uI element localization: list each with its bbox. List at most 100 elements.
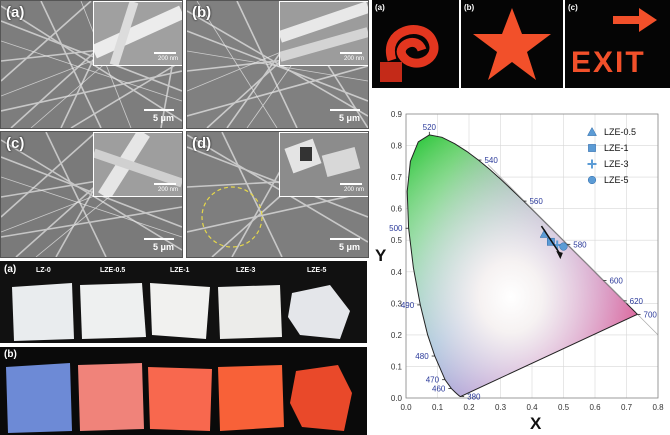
legend-label: LZE-3	[604, 159, 629, 169]
inset-image: 200 nm	[93, 132, 182, 197]
panel-label: (a)	[6, 4, 25, 21]
sample-label: LZ-0	[36, 267, 51, 274]
sample-label: LZE-1	[170, 267, 190, 274]
luminescent-membranes	[6, 363, 352, 433]
scale-bar	[330, 109, 360, 111]
inset-scale-bar	[154, 52, 176, 54]
chart-legend: LZE-0.5 LZE-1 LZE-3 LZE-5	[587, 126, 636, 185]
inset-scale-bar	[154, 183, 176, 185]
x-tick-label: 0.7	[621, 403, 633, 412]
marker-square	[588, 144, 596, 152]
x-tick-label: 0.0	[400, 403, 412, 412]
legend-label: LZE-0.5	[604, 127, 636, 137]
wavelength-label: 500	[389, 224, 403, 233]
cie-chromaticity-chart: 0.0 0.1 0.2 0.3 0.4 0.5 0.6 0.7 0.8 0.0 0.1 0.2 0.3 0…	[375, 110, 664, 433]
scale-bar	[144, 238, 174, 240]
row-label: (b)	[4, 349, 17, 360]
inset-scale-label: 200 nm	[157, 187, 178, 193]
legend-label: LZE-5	[604, 175, 629, 185]
x-tick-label: 0.3	[495, 403, 507, 412]
y-tick-label: 0.3	[391, 299, 403, 308]
legend-label: LZE-1	[604, 143, 629, 153]
row-label: (a)	[4, 264, 17, 275]
locus-outline	[406, 134, 639, 397]
sem-panel-a: 200 nm (a) 5 μm	[0, 0, 183, 129]
reference-line	[637, 314, 659, 336]
data-points	[539, 225, 568, 260]
panel-label: (b)	[192, 4, 212, 21]
y-tick-label: 0.1	[391, 362, 403, 371]
y-tick-label: 0.6	[391, 205, 403, 214]
reference-line	[487, 164, 627, 304]
x-tick-label: 0.1	[432, 403, 444, 412]
y-tick-label: 0.2	[391, 331, 403, 340]
x-tick-label: 0.5	[558, 403, 570, 412]
wavelength-label: 470	[426, 376, 440, 385]
scale-bar	[330, 238, 360, 240]
inset-scale-label: 200 nm	[343, 187, 364, 193]
wavelength-label: 480	[415, 352, 429, 361]
x-tick-label: 0.8	[652, 403, 664, 412]
inset-scale-label: 200 nm	[343, 56, 364, 62]
wavelength-label: 620	[630, 297, 644, 306]
inset-scale-label: 200 nm	[157, 56, 178, 62]
white-membranes	[12, 283, 350, 341]
sem-panel-d: 200 nm (d) 5 μm	[186, 131, 369, 258]
exit-sign-text: EXIT	[571, 46, 646, 79]
inset-scale-bar	[340, 52, 362, 54]
marker-circle	[587, 175, 597, 185]
sample-label: LZE-5	[307, 267, 327, 274]
sem-panel-c: 200 nm (c) 5 μm	[0, 131, 183, 258]
x-tick-label: 0.4	[526, 403, 538, 412]
x-tick-label: 0.6	[589, 403, 601, 412]
scale-label: 5 μm	[338, 113, 360, 123]
inset-image: 200 nm	[93, 1, 182, 66]
trend-arrowhead	[556, 250, 563, 260]
panel-label: (d)	[192, 135, 212, 152]
scale-label: 5 μm	[152, 242, 174, 252]
scale-label: 5 μm	[338, 242, 360, 252]
panel-label: (c)	[6, 135, 25, 152]
x-axis-label: X	[530, 414, 542, 433]
y-tick-label: 0.8	[391, 142, 403, 151]
x-tick-label: 0.2	[463, 403, 475, 412]
wavelength-label: 540	[484, 156, 498, 165]
photo-red-roll: (a)	[372, 0, 459, 88]
wavelength-label: 520	[423, 123, 437, 132]
inset-image: 200 nm	[279, 1, 368, 66]
wavelength-label: 460	[432, 385, 446, 394]
membranes-daylight-photo: (a) LZ-0 LZE-0.5 LZE-1 LZE-3 LZE-5	[0, 261, 367, 343]
y-axis-label: Y	[375, 246, 387, 265]
wavelength-label: 490	[401, 301, 415, 310]
marker-triangle	[587, 126, 597, 136]
y-tick-label: 0.4	[391, 268, 403, 277]
sample-label: LZE-0.5	[100, 267, 126, 274]
spectral-locus	[406, 134, 659, 397]
trend-arrow	[540, 225, 561, 255]
arrow-right-icon	[613, 8, 657, 32]
wavelength-label: 380	[467, 392, 481, 401]
wavelength-label: 580	[573, 240, 587, 249]
marker-square	[547, 237, 555, 246]
scale-label: 5 μm	[152, 113, 174, 123]
y-tick-label: 0.5	[391, 236, 403, 245]
photo-red-star: (b)	[461, 0, 563, 88]
plot-frame	[405, 113, 659, 399]
highlight-circle	[201, 186, 263, 248]
y-tick-label: 0.0	[391, 394, 403, 403]
chart-axes: 0.0 0.1 0.2 0.3 0.4 0.5 0.6 0.7 0.8 0.0 0.1 0.2 0.3 0…	[391, 110, 664, 412]
marker-circle	[559, 242, 568, 251]
sem-panel-b: 200 nm (b) 5 μm	[186, 0, 369, 129]
y-tick-label: 0.7	[391, 173, 403, 182]
y-tick-label: 0.9	[391, 110, 403, 119]
panel-label: (c)	[568, 3, 578, 12]
panel-label: (b)	[464, 3, 475, 12]
photo-red-exit: (c) EXIT	[565, 0, 670, 88]
panel-label: (a)	[375, 3, 385, 12]
sample-label: LZE-3	[236, 267, 256, 274]
wavelength-label: 700	[644, 310, 658, 319]
inset-image: 200 nm	[279, 132, 368, 197]
star-icon	[473, 8, 551, 80]
wavelength-label: 600	[610, 277, 624, 286]
